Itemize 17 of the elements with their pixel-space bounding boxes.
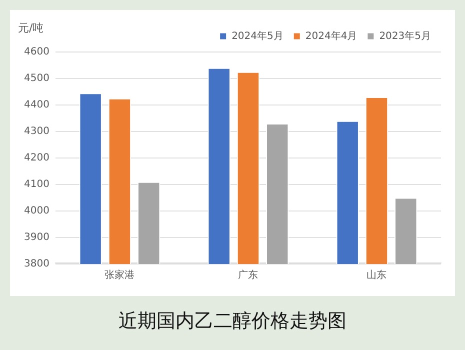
x-tick-label: 张家港 (104, 268, 135, 281)
y-tick-label: 4600 (24, 46, 50, 58)
y-tick-label: 4200 (24, 152, 50, 164)
x-tick-label: 广东 (238, 268, 258, 281)
y-tick-label: 3800 (24, 258, 50, 270)
y-tick-label: 4500 (24, 73, 50, 84)
text: 近期国内乙二醇价格走势图 (118, 309, 348, 334)
y-tick-label: 4000 (24, 206, 50, 217)
legend-label: 2024年5月 (232, 30, 284, 42)
y-tick-label: 4400 (24, 100, 50, 111)
y-tick-label: 4100 (24, 179, 50, 190)
x-tick-label: 山东 (366, 268, 387, 281)
legend-label: 2023年5月 (379, 30, 431, 42)
y-tick-label: 3900 (24, 232, 50, 244)
legend-label: 2024年4月 (305, 30, 358, 42)
y-tick-label: 4300 (24, 126, 50, 138)
y-axis-title: 元/吨 (18, 21, 44, 34)
